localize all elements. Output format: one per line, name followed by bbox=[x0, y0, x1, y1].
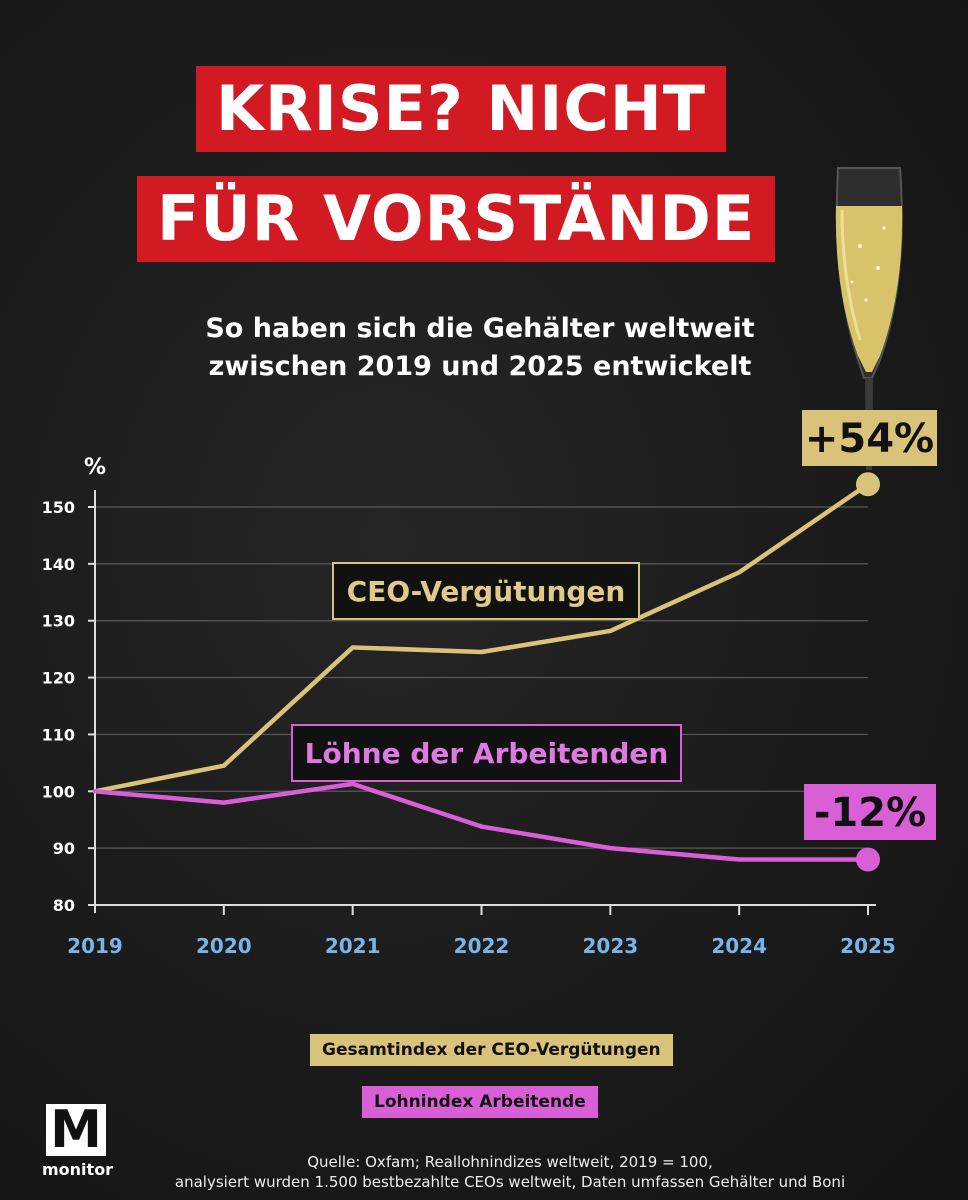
logo-mark-letter: M bbox=[50, 1100, 102, 1160]
source-note: Quelle: Oxfam; Reallohnindizes weltweit,… bbox=[130, 1152, 890, 1192]
logo-mark: M bbox=[46, 1100, 106, 1160]
legend-ceo: Gesamtindex der CEO-Vergütungen bbox=[310, 1034, 673, 1066]
end-point-workers bbox=[856, 847, 880, 872]
champagne-glass-icon bbox=[835, 167, 903, 470]
monitor-logo: M monitor bbox=[40, 1100, 114, 1179]
series-line-workers bbox=[92, 781, 871, 862]
legend-workers: Lohnindex Arbeitende bbox=[362, 1086, 598, 1118]
annotation-ceo-change: +54% bbox=[802, 410, 937, 466]
annotation-workers-change-box bbox=[804, 784, 936, 840]
annotation-workers-change: -12% bbox=[804, 784, 936, 840]
series-label-ceo: CEO-Vergütungen bbox=[332, 562, 640, 620]
y-tick-label: 150 bbox=[42, 498, 75, 517]
series-label-workers-text: Löhne der Arbeitenden bbox=[305, 737, 669, 770]
series-label-ceo-text: CEO-Vergütungen bbox=[347, 575, 626, 608]
y-axis-label: % bbox=[84, 455, 106, 480]
x-tick-label: 2022 bbox=[454, 934, 510, 958]
series-line-ceo bbox=[92, 482, 871, 794]
annotation-workers-change-text: -12% bbox=[814, 790, 926, 836]
annotation-ceo-change-box bbox=[802, 410, 937, 466]
source-line-1: Quelle: Oxfam; Reallohnindizes weltweit,… bbox=[307, 1153, 713, 1171]
annotation-ceo-change-text: +54% bbox=[805, 416, 934, 462]
source-line-2: analysiert wurden 1.500 bestbezahlte CEO… bbox=[174, 1173, 846, 1191]
title-line-1: KRISE? NICHT bbox=[196, 66, 727, 152]
series-label-workers-box bbox=[291, 724, 682, 782]
x-tick-label: 2024 bbox=[711, 934, 767, 958]
x-tick-label: 2021 bbox=[325, 934, 381, 958]
title-line-2: FÜR VORSTÄNDE bbox=[137, 176, 776, 262]
x-tick-label: 2023 bbox=[582, 934, 638, 958]
subtitle-line-1: So haben sich die Gehälter weltweit bbox=[205, 313, 755, 344]
y-tick-label: 110 bbox=[42, 725, 75, 744]
x-tick-label: 2025 bbox=[840, 934, 896, 958]
subtitle-line-2: zwischen 2019 und 2025 entwickelt bbox=[208, 351, 752, 382]
y-tick-label: 120 bbox=[42, 669, 75, 688]
series-label-ceo-box bbox=[332, 562, 640, 620]
y-tick-label: 140 bbox=[42, 555, 75, 574]
logo-word: monitor bbox=[42, 1160, 114, 1179]
y-tick-label: 100 bbox=[42, 782, 75, 801]
end-point-ceo bbox=[856, 472, 880, 497]
y-tick-label: 90 bbox=[53, 839, 75, 858]
subtitle: So haben sich die Gehälter weltweit zwis… bbox=[150, 310, 810, 386]
x-tick-label: 2020 bbox=[196, 934, 252, 958]
y-tick-label: 130 bbox=[42, 612, 75, 631]
series-label-workers: Löhne der Arbeitenden bbox=[291, 724, 682, 782]
x-tick-label: 2019 bbox=[67, 934, 123, 958]
y-tick-label: 80 bbox=[53, 896, 75, 915]
